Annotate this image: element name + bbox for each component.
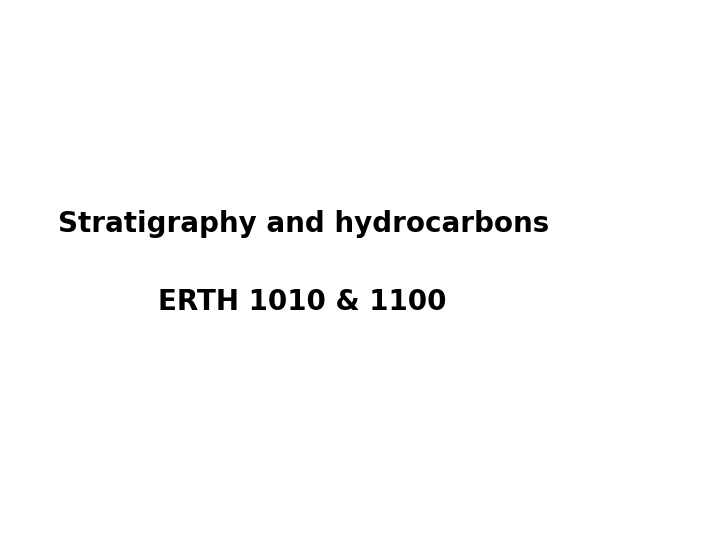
Text: Stratigraphy and hydrocarbons: Stratigraphy and hydrocarbons (58, 210, 549, 238)
Text: ERTH 1010 & 1100: ERTH 1010 & 1100 (158, 288, 446, 316)
